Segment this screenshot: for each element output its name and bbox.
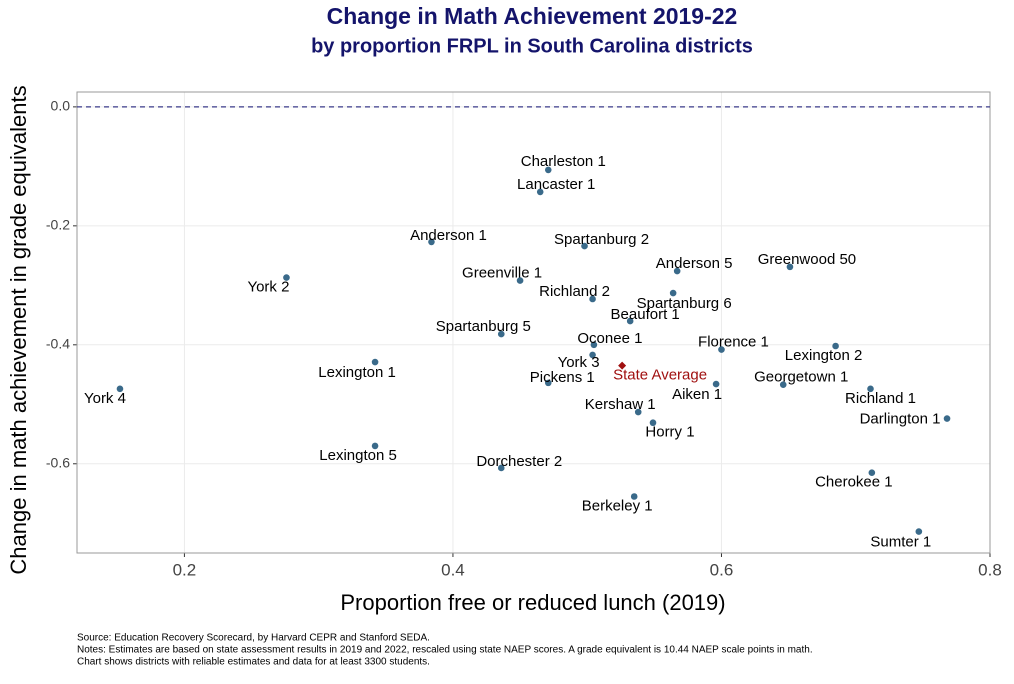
- point: [283, 274, 290, 281]
- average-point: [618, 361, 627, 370]
- point-label: York 2: [247, 279, 289, 296]
- point: [371, 358, 379, 366]
- point: [649, 419, 657, 427]
- point: [779, 381, 787, 388]
- point-label: Sumter 1: [870, 534, 931, 551]
- average-label: State Average: [613, 367, 707, 384]
- footnote: Source: Education Recovery Scorecard, by…: [77, 633, 430, 644]
- point-label: Darlington 1: [860, 411, 941, 428]
- point: [544, 166, 552, 174]
- point-label: Lexington 5: [319, 447, 397, 464]
- x-tick-label: 0.6: [710, 560, 734, 579]
- x-tick-label: 0.2: [173, 560, 197, 579]
- point-label: Lexington 1: [318, 364, 396, 381]
- point-label: Charleston 1: [521, 153, 606, 170]
- point-label: Greenwood 50: [758, 251, 856, 268]
- point: [786, 263, 794, 271]
- point: [868, 469, 876, 476]
- point-label: Florence 1: [698, 334, 769, 351]
- point: [544, 379, 552, 387]
- point: [669, 289, 677, 297]
- y-tick-label: 0.0: [51, 98, 71, 114]
- point-label: Lexington 2: [785, 347, 863, 364]
- point: [497, 464, 505, 472]
- footnote: Chart shows districts with reliable esti…: [77, 657, 430, 668]
- point-label: Anderson 1: [410, 227, 487, 244]
- point-label: Spartanburg 6: [637, 295, 732, 312]
- point-label: York 4: [84, 390, 126, 407]
- point: [634, 408, 642, 416]
- point-label: Spartanburg 2: [554, 231, 649, 248]
- point-label: Oconee 1: [577, 330, 642, 347]
- point-label: Richland 2: [539, 283, 610, 300]
- chart-title: Change in Math Achievement 2019-22: [327, 3, 738, 29]
- point: [943, 415, 951, 422]
- point: [832, 342, 839, 350]
- point: [915, 528, 923, 535]
- point-label: Beaufort 1: [611, 306, 680, 323]
- chart-subtitle: by proportion FRPL in South Carolina dis…: [311, 35, 753, 57]
- point: [428, 238, 435, 246]
- point: [116, 385, 124, 393]
- y-tick-label: -0.6: [46, 454, 70, 470]
- point: [712, 380, 720, 388]
- point-label: Anderson 5: [656, 255, 733, 272]
- point-label: Kershaw 1: [585, 396, 656, 413]
- point: [536, 188, 544, 196]
- x-tick-label: 0.4: [441, 560, 465, 579]
- point: [673, 267, 681, 275]
- point-label: Georgetown 1: [754, 369, 848, 386]
- point-label: Pickens 1: [530, 369, 595, 386]
- point-label: Aiken 1: [672, 386, 722, 403]
- point-label: Berkeley 1: [582, 497, 653, 514]
- point-label: Cherokee 1: [815, 474, 893, 491]
- point: [516, 277, 524, 284]
- point-label: Greenville 1: [462, 265, 542, 282]
- point: [371, 442, 379, 450]
- x-axis-title: Proportion free or reduced lunch (2019): [340, 590, 725, 615]
- point-label: Spartanburg 5: [436, 318, 531, 335]
- point-label: Horry 1: [645, 424, 694, 441]
- x-tick-label: 0.8: [978, 560, 1002, 579]
- footnote: Notes: Estimates are based on state asse…: [77, 645, 813, 656]
- point: [497, 330, 505, 338]
- point: [589, 295, 596, 303]
- plot-background: [77, 92, 990, 553]
- point: [589, 351, 596, 359]
- point: [626, 317, 634, 325]
- point: [581, 242, 588, 250]
- y-axis-title: Change in math achievement in grade equi…: [6, 85, 31, 574]
- point-label: York 3: [558, 354, 600, 371]
- plot-border: [76, 91, 991, 554]
- point: [867, 385, 874, 393]
- y-tick-label: -0.4: [46, 336, 70, 352]
- point: [590, 341, 598, 349]
- y-tick-label: -0.2: [46, 217, 70, 233]
- point-label: Richland 1: [845, 390, 916, 407]
- point-label: Lancaster 1: [517, 176, 595, 193]
- point: [718, 346, 725, 353]
- point: [630, 493, 638, 500]
- point-label: Dorchester 2: [476, 453, 562, 470]
